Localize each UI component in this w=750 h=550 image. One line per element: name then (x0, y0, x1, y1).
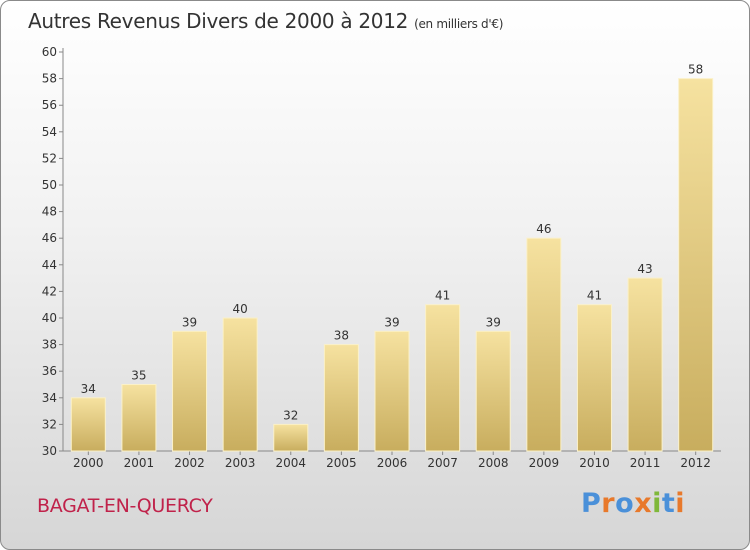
x-tick-label: 2008 (478, 456, 509, 470)
bar (425, 304, 461, 452)
bar (70, 397, 106, 452)
bar (627, 277, 663, 452)
bar (222, 317, 258, 452)
y-axis: 30 32 34 36 38 40 42 44 46 48 50 52 54 56 58 60 (42, 45, 64, 458)
y-tick-label: 60 (42, 45, 57, 59)
y-tick-label: 32 (42, 417, 57, 431)
y-tick-label: 40 (42, 311, 57, 325)
logo-letter: x (634, 488, 653, 519)
chart-title-unit: (en milliers d'€) (414, 17, 504, 31)
bar-value-label: 41 (435, 289, 450, 303)
bar (374, 330, 410, 452)
y-tick-label: 36 (42, 364, 57, 378)
bar (475, 330, 511, 452)
y-tick-label: 44 (42, 258, 57, 272)
y-tick-label: 56 (42, 98, 57, 112)
x-tick-label: 2010 (579, 456, 610, 470)
bar (323, 344, 359, 452)
y-tick-label: 42 (42, 284, 57, 298)
x-tick-label: 2009 (529, 456, 560, 470)
y-tick-label: 50 (42, 178, 57, 192)
chart-title: Autres Revenus Divers de 2000 à 2012 (en … (28, 9, 503, 33)
x-tick-label: 2012 (680, 456, 711, 470)
bar (172, 330, 208, 452)
proxiti-logo[interactable]: Proxiti (581, 488, 685, 519)
bar (678, 78, 714, 452)
y-tick-label: 48 (42, 205, 57, 219)
bar-value-label: 40 (233, 302, 248, 316)
bar-value-label: 35 (131, 369, 146, 383)
y-tick-label: 58 (42, 72, 57, 86)
bar (526, 237, 562, 452)
bar-value-label: 32 (283, 408, 298, 422)
x-tick-label: 2003 (225, 456, 256, 470)
logo-letter: o (615, 488, 635, 519)
x-tick-label: 2004 (275, 456, 306, 470)
logo-letter: i (675, 488, 686, 519)
bar-value-label: 43 (637, 262, 652, 276)
x-tick-label: 2005 (326, 456, 357, 470)
bar-value-label: 39 (384, 315, 399, 329)
x-tick-label: 2002 (174, 456, 205, 470)
x-axis: 2000 2001 2002 2003 2004 2005 2006 2007 2008 2009… (63, 450, 721, 470)
chart-title-main: Autres Revenus Divers de 2000 à 2012 (28, 9, 409, 33)
y-tick-label: 52 (42, 151, 57, 165)
x-tick-label: 2001 (124, 456, 155, 470)
bar-value-label: 39 (182, 315, 197, 329)
y-tick-label: 38 (42, 338, 57, 352)
x-tick-label: 2011 (630, 456, 661, 470)
bar (576, 304, 612, 452)
logo-letter: r (601, 488, 616, 519)
logo-letter: t (661, 488, 676, 519)
x-tick-label: 2000 (73, 456, 104, 470)
x-tick-label: 2006 (377, 456, 408, 470)
x-tick-label: 2007 (427, 456, 458, 470)
commune-name: BAGAT-EN-QUERCY (37, 495, 213, 517)
bar (273, 423, 309, 452)
y-tick-label: 30 (42, 444, 57, 458)
bar-value-label: 41 (587, 289, 602, 303)
bar-value-label: 38 (334, 329, 349, 343)
bar-value-label: 58 (688, 63, 703, 77)
bar-value-label: 34 (81, 382, 96, 396)
bar-series: 34 35 39 40 32 38 39 41 39 46 41 43 58 (70, 63, 714, 452)
logo-letter: i (652, 488, 662, 519)
bar-value-label: 46 (536, 222, 551, 236)
logo-letter: P (581, 488, 602, 519)
bar (121, 384, 157, 452)
bar-value-label: 39 (486, 315, 501, 329)
y-tick-label: 46 (42, 231, 57, 245)
y-tick-label: 54 (42, 125, 57, 139)
y-tick-label: 34 (42, 391, 57, 405)
